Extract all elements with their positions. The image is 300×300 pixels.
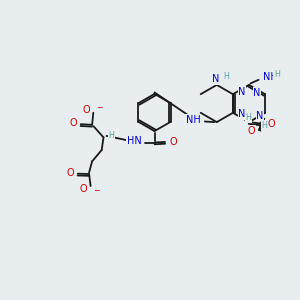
Text: N: N <box>256 111 264 121</box>
Text: O: O <box>267 118 274 129</box>
Text: NH: NH <box>263 72 278 82</box>
Text: O: O <box>70 118 77 128</box>
Text: −: − <box>94 186 100 195</box>
Text: N: N <box>238 87 246 97</box>
Text: O: O <box>169 137 177 147</box>
Text: O: O <box>80 184 87 194</box>
Text: −: − <box>96 103 103 112</box>
Text: H: H <box>108 131 114 140</box>
Text: N: N <box>253 88 261 98</box>
Text: H: H <box>274 70 280 79</box>
Text: H: H <box>245 113 251 122</box>
Text: N: N <box>238 109 246 119</box>
Text: N: N <box>212 74 219 85</box>
Text: O: O <box>248 126 256 136</box>
Text: HN: HN <box>127 136 142 146</box>
Text: NH: NH <box>186 115 201 125</box>
Text: H: H <box>224 72 229 81</box>
Text: O: O <box>82 105 90 115</box>
Text: O: O <box>67 167 74 178</box>
Text: H: H <box>262 121 267 130</box>
